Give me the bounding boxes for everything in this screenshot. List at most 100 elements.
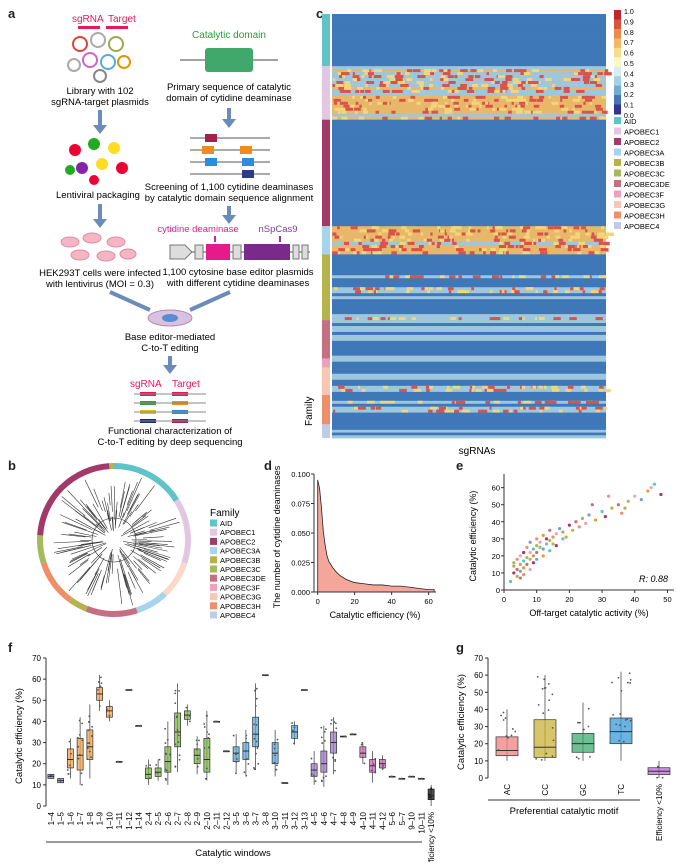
tree-branch xyxy=(129,504,139,517)
heatmap-cell xyxy=(513,78,519,82)
heatmap-cell xyxy=(367,317,373,321)
heatmap-cell xyxy=(334,235,343,240)
catalytic-domain-block xyxy=(205,48,253,72)
heatmap-cell xyxy=(547,226,554,230)
heatmap-cell xyxy=(558,409,563,414)
box-ytick-label: 20 xyxy=(474,740,483,749)
heatmap-cell xyxy=(467,229,471,233)
tree-branch xyxy=(136,547,169,560)
tree-branch xyxy=(64,521,87,531)
heatmap-cell xyxy=(579,116,587,121)
heatmap-cell xyxy=(361,251,366,255)
heatmap-cell xyxy=(538,248,547,252)
heatmap-row xyxy=(332,29,606,33)
box-point xyxy=(223,750,226,752)
heatmap-cell xyxy=(389,238,393,243)
colorbar-swatch xyxy=(614,85,621,96)
scatter-point xyxy=(652,482,656,486)
d-ytick-label: 0.000 xyxy=(291,588,310,597)
box-point xyxy=(116,760,119,763)
tree-legend-aid: AID xyxy=(220,519,233,528)
heatmap-cell xyxy=(411,385,418,390)
heatmap-cell xyxy=(485,400,491,405)
tree-branch xyxy=(114,509,117,526)
heatmap-cell xyxy=(519,406,524,411)
heatmap-cell xyxy=(463,98,469,103)
heatmap-cell xyxy=(531,81,539,85)
tree-branch xyxy=(100,575,105,588)
heatmap-cell xyxy=(359,95,364,100)
colorbar-tick: 0.4 xyxy=(624,71,634,78)
heatmap-cell xyxy=(555,244,561,249)
box-ytick-label: 60 xyxy=(32,675,41,684)
box-point xyxy=(628,672,631,675)
heatmap-row xyxy=(332,134,606,138)
box-category-label: GC xyxy=(579,784,588,796)
tree-branch xyxy=(123,515,149,534)
heatmap-cell xyxy=(598,388,604,393)
colorbar-swatch xyxy=(614,38,621,49)
heatmap-cell xyxy=(429,83,434,88)
box-point xyxy=(276,738,279,741)
box-category-label: 2–12 xyxy=(222,811,231,829)
heatmap-cell xyxy=(466,290,470,294)
box-point xyxy=(428,793,431,796)
legend-label-apobec3a: APOBEC3A xyxy=(624,149,664,158)
heatmap-cell xyxy=(448,81,456,85)
box-point xyxy=(165,769,168,772)
tree-legend-apobec3h: APOBEC3H xyxy=(220,602,261,611)
g-xlabel: Preferential catalytic motif xyxy=(510,806,619,817)
scatter-point xyxy=(528,540,532,544)
box-point xyxy=(504,717,507,719)
sgrna-label-bottom: sgRNA xyxy=(130,379,162,390)
heatmap-cell xyxy=(417,75,426,79)
colorbar-swatch xyxy=(614,10,621,20)
scatter-point xyxy=(525,545,529,549)
heatmap-cell xyxy=(397,81,406,85)
box-point xyxy=(253,723,256,726)
heatmap-cell xyxy=(373,75,382,79)
box-point xyxy=(177,741,180,743)
heatmap-cell xyxy=(543,290,548,294)
heatmap-cell xyxy=(468,104,472,109)
box-category-label: 4–5 xyxy=(310,811,319,825)
heatmap-cell xyxy=(469,388,472,393)
heatmap-row xyxy=(332,44,606,49)
heatmap-cell xyxy=(565,388,572,393)
tree-branch xyxy=(131,515,147,527)
scatter-point xyxy=(541,547,545,551)
box-point xyxy=(203,723,206,725)
lentiviral-caption: Lentiviral packaging xyxy=(56,190,140,201)
box-point xyxy=(334,760,337,762)
tree-branch xyxy=(69,552,88,562)
heatmap-row xyxy=(332,66,606,70)
editing-caption-2: C-to-T editing xyxy=(141,343,198,354)
tree-branch xyxy=(140,554,165,569)
heatmap-cell xyxy=(447,69,451,73)
heatmap-cell xyxy=(553,226,562,230)
heatmap-row xyxy=(332,429,606,433)
heatmap-row xyxy=(332,193,606,198)
heatmap-row xyxy=(332,278,606,282)
box-point xyxy=(88,715,91,718)
box-point xyxy=(166,738,169,741)
scatter-point xyxy=(531,554,536,558)
heatmap-cell xyxy=(581,95,589,100)
heatmap-cell xyxy=(380,400,388,405)
tree-ring-segment xyxy=(135,591,167,614)
sequence-alignment-icon xyxy=(190,134,270,178)
heatmap-cell xyxy=(396,72,401,76)
heatmap-cell xyxy=(412,69,421,73)
heatmap-cell xyxy=(436,244,440,249)
tree-ring-segment xyxy=(173,498,191,564)
target-label-bottom: Target xyxy=(172,379,200,390)
heatmap-cell xyxy=(544,406,550,411)
heatmap-cell xyxy=(433,101,438,106)
heatmap-cell xyxy=(408,98,414,103)
heatmap-cell xyxy=(457,86,463,91)
heatmap-cell xyxy=(491,81,495,85)
heatmap-cell xyxy=(406,290,410,294)
heatmap-cell xyxy=(594,251,600,255)
heatmap-cell xyxy=(569,317,577,321)
box-point xyxy=(551,726,554,729)
